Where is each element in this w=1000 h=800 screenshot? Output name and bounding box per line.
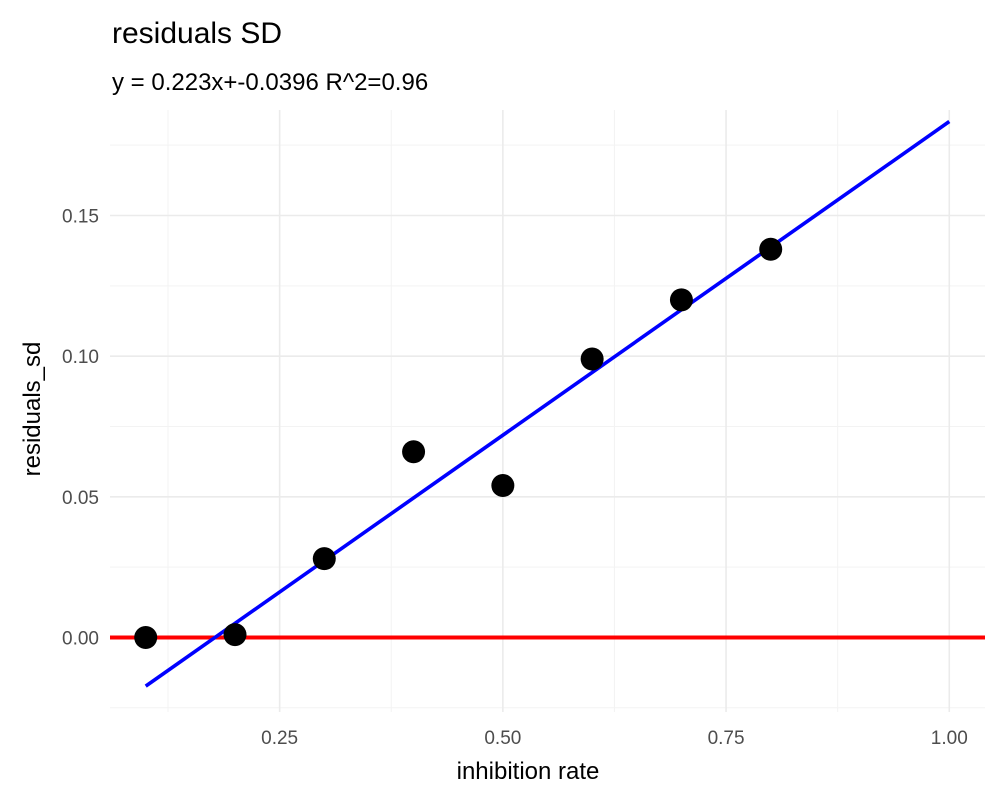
data-point (312, 547, 336, 571)
points-layer (134, 237, 783, 649)
y-tick-label: 0.10 (62, 347, 99, 368)
regression-line (144, 120, 951, 688)
data-point (580, 347, 604, 371)
y-tick-label: 0.15 (62, 206, 99, 227)
data-point (491, 474, 515, 498)
data-point (134, 625, 158, 649)
y-tick-label: 0.05 (62, 488, 99, 509)
chart-title: residuals SD (112, 17, 282, 50)
tick-labels: 0.25 0.50 0.75 1.00 0.00 0.05 0.10 0.15 (62, 206, 968, 749)
x-tick-label: 0.50 (484, 728, 521, 749)
y-tick-label: 0.00 (62, 628, 99, 649)
grid (110, 110, 985, 712)
data-point (759, 237, 783, 261)
x-axis-title: inhibition rate (457, 758, 600, 785)
data-point (669, 288, 693, 312)
y-axis-title: residuals_sd (19, 342, 46, 477)
x-tick-label: 1.00 (931, 728, 968, 749)
x-tick-label: 0.75 (708, 728, 745, 749)
data-point (223, 623, 247, 647)
chart-subtitle: y = 0.223x+-0.0396 R^2=0.96 (112, 69, 428, 96)
data-point (402, 440, 426, 464)
x-tick-label: 0.25 (261, 728, 298, 749)
fit-line-layer (144, 120, 951, 688)
